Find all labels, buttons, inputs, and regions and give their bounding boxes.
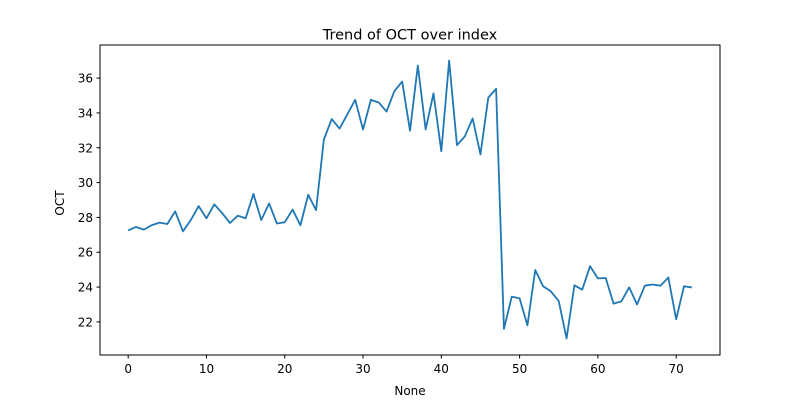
x-tick-label: 30: [355, 362, 370, 376]
y-tick-label: 26: [78, 246, 93, 260]
y-tick-label: 22: [78, 315, 93, 329]
y-tick-label: 28: [78, 211, 93, 225]
y-tick-label: 36: [78, 72, 93, 86]
x-tick-label: 60: [590, 362, 605, 376]
y-tick-label: 34: [78, 106, 93, 120]
chart-title: Trend of OCT over index: [322, 28, 498, 44]
x-tick-label: 10: [199, 362, 214, 376]
x-tick-label: 20: [277, 362, 292, 376]
x-tick-label: 70: [669, 362, 684, 376]
y-tick-label: 30: [78, 176, 93, 190]
plot-area: [127, 59, 692, 340]
y-tick-label: 24: [78, 281, 93, 295]
x-axis-label: None: [394, 384, 425, 398]
x-axis: 0 10 20 30 40 50 60 70: [124, 355, 684, 376]
y-tick-label: 32: [78, 141, 93, 155]
plot-frame: [99, 44, 721, 356]
x-tick-label: 50: [512, 362, 527, 376]
y-axis: 22 24 26 28 30 32 34 36: [78, 72, 100, 329]
series-line: [127, 59, 692, 340]
x-tick-label: 40: [434, 362, 449, 376]
x-tick-label: 0: [124, 362, 132, 376]
y-axis-label: OCT: [53, 190, 67, 216]
